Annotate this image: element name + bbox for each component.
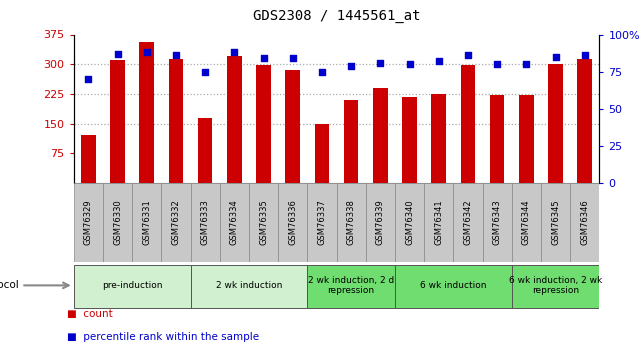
- Bar: [227, 56, 242, 183]
- Bar: [453, 183, 483, 262]
- Text: pre-induction: pre-induction: [102, 281, 162, 290]
- Text: GSM76346: GSM76346: [580, 200, 589, 245]
- Bar: [220, 183, 249, 262]
- Text: GSM76345: GSM76345: [551, 200, 560, 245]
- Point: [258, 56, 269, 61]
- Text: protocol: protocol: [0, 280, 69, 290]
- Bar: [249, 183, 278, 262]
- Text: GSM76339: GSM76339: [376, 200, 385, 245]
- Point: [83, 76, 94, 82]
- Point: [288, 56, 298, 61]
- Bar: [198, 118, 212, 183]
- Bar: [285, 70, 300, 183]
- Text: 2 wk induction: 2 wk induction: [216, 281, 282, 290]
- Text: ■  percentile rank within the sample: ■ percentile rank within the sample: [67, 332, 260, 342]
- Text: GSM76336: GSM76336: [288, 200, 297, 245]
- Text: GSM76332: GSM76332: [171, 200, 180, 245]
- Bar: [132, 183, 162, 262]
- Bar: [190, 183, 220, 262]
- Bar: [403, 97, 417, 183]
- Text: GSM76337: GSM76337: [317, 200, 326, 245]
- Point: [112, 51, 122, 57]
- Bar: [103, 183, 132, 262]
- Bar: [541, 183, 570, 262]
- Text: GSM76331: GSM76331: [142, 200, 151, 245]
- Text: GSM76341: GSM76341: [434, 200, 443, 245]
- Text: GDS2308 / 1445561_at: GDS2308 / 1445561_at: [253, 9, 420, 23]
- Point: [346, 63, 356, 68]
- Point: [492, 61, 503, 67]
- Text: 6 wk induction: 6 wk induction: [420, 281, 487, 290]
- Point: [551, 54, 561, 60]
- Bar: [483, 183, 512, 262]
- Text: GSM76335: GSM76335: [259, 200, 268, 245]
- Text: GSM76342: GSM76342: [463, 200, 472, 245]
- Bar: [162, 183, 190, 262]
- Bar: [74, 265, 190, 308]
- Bar: [461, 65, 475, 183]
- Bar: [315, 124, 329, 183]
- Bar: [140, 42, 154, 183]
- Bar: [169, 59, 183, 183]
- Point: [404, 61, 415, 67]
- Bar: [548, 64, 563, 183]
- Bar: [81, 135, 96, 183]
- Bar: [307, 265, 395, 308]
- Text: 2 wk induction, 2 d
repression: 2 wk induction, 2 d repression: [308, 276, 394, 295]
- Text: GSM76333: GSM76333: [201, 200, 210, 245]
- Bar: [490, 95, 504, 183]
- Text: 6 wk induction, 2 wk
repression: 6 wk induction, 2 wk repression: [509, 276, 602, 295]
- Point: [200, 69, 210, 75]
- Bar: [570, 183, 599, 262]
- Bar: [519, 95, 533, 183]
- Bar: [395, 183, 424, 262]
- Text: GSM76344: GSM76344: [522, 200, 531, 245]
- Text: GSM76340: GSM76340: [405, 200, 414, 245]
- Bar: [512, 183, 541, 262]
- Bar: [190, 265, 307, 308]
- Bar: [578, 59, 592, 183]
- Bar: [74, 183, 103, 262]
- Bar: [373, 88, 388, 183]
- Point: [521, 61, 531, 67]
- Point: [171, 52, 181, 58]
- Point: [229, 50, 240, 55]
- Point: [433, 58, 444, 64]
- Bar: [366, 183, 395, 262]
- Bar: [307, 183, 337, 262]
- Text: GSM76329: GSM76329: [84, 200, 93, 245]
- Bar: [337, 183, 366, 262]
- Point: [142, 50, 152, 55]
- Text: GSM76338: GSM76338: [347, 200, 356, 245]
- Bar: [344, 100, 358, 183]
- Text: ■  count: ■ count: [67, 309, 113, 319]
- Bar: [424, 183, 453, 262]
- Bar: [395, 265, 512, 308]
- Point: [463, 52, 473, 58]
- Point: [579, 52, 590, 58]
- Bar: [278, 183, 307, 262]
- Text: GSM76330: GSM76330: [113, 200, 122, 245]
- Point: [317, 69, 327, 75]
- Bar: [512, 265, 599, 308]
- Point: [375, 60, 385, 66]
- Text: GSM76343: GSM76343: [493, 200, 502, 245]
- Bar: [256, 65, 271, 183]
- Bar: [110, 60, 125, 183]
- Bar: [431, 94, 446, 183]
- Text: GSM76334: GSM76334: [230, 200, 239, 245]
